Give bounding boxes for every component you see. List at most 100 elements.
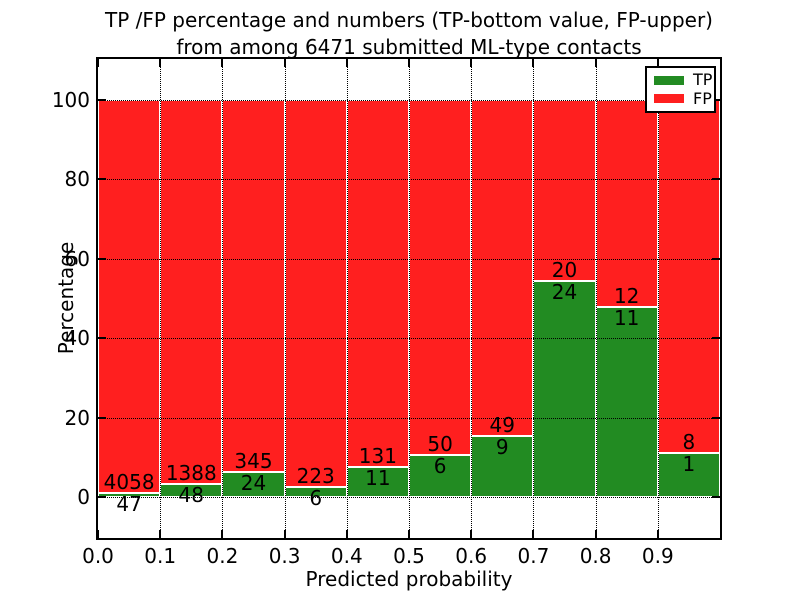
legend: TP FP	[645, 66, 716, 113]
tp-count-label: 1	[682, 452, 696, 477]
x-tick-label: 0.6	[455, 544, 488, 568]
x-tick-label: 0.2	[206, 544, 239, 568]
fp-bar-segment	[284, 99, 347, 488]
tp-bar-segment	[533, 280, 596, 498]
x-gridline	[409, 59, 410, 538]
legend-label-tp: TP	[693, 70, 713, 90]
x-tick-top	[408, 59, 410, 67]
x-gridline	[657, 59, 659, 538]
fp-bar-segment	[471, 99, 534, 436]
fp-count-label: 20	[551, 257, 578, 282]
fp-count-label: 12	[613, 284, 640, 309]
x-gridline	[346, 59, 348, 538]
y-tick-label: 40	[64, 326, 90, 351]
fp-count-label: 345	[234, 448, 273, 473]
tp-bar-segment	[657, 453, 720, 498]
y-tick-left	[98, 178, 106, 181]
x-tick-bottom	[532, 530, 535, 538]
x-tick-bottom	[594, 530, 597, 538]
x-tick-label: 0.9	[641, 544, 674, 568]
tp-count-label: 47	[116, 491, 142, 516]
tp-bar-segment	[98, 492, 161, 498]
y-tick-left	[98, 496, 106, 499]
y-tick-right	[712, 257, 720, 260]
fp-count-label: 4058	[103, 469, 155, 494]
tp-count-label: 6	[433, 453, 447, 478]
x-tick-label: 0.4	[330, 544, 363, 568]
tp-bar-segment	[409, 454, 472, 498]
y-tick-label: 100	[51, 87, 90, 112]
tp-count-label: 6	[309, 486, 323, 511]
y-tick-left	[98, 416, 106, 419]
legend-item-tp: TP	[654, 72, 712, 88]
chart-title-line1: TP /FP percentage and numbers (TP-bottom…	[105, 8, 713, 32]
x-tick-top	[283, 59, 286, 67]
y-tick-left	[98, 98, 106, 101]
y-tick-right	[712, 416, 720, 419]
x-axis-label: Predicted probability	[305, 567, 513, 591]
x-tick-bottom	[283, 530, 286, 538]
legend-label-fp: FP	[693, 88, 712, 108]
x-tick-label: 0.8	[579, 544, 612, 568]
x-tick-bottom	[97, 530, 99, 538]
plot-area: 4058 47 1388 48 345 24 223 6 131 11 50 6 49 9 20 24 12 11…	[96, 57, 722, 540]
x-gridline	[471, 59, 473, 538]
chart-title-line2: from among 6471 submitted ML-type contac…	[176, 35, 642, 59]
x-tick-top	[470, 59, 473, 67]
x-gridline	[595, 59, 597, 538]
tp-bar-segment	[471, 435, 534, 498]
tp-count-label: 9	[495, 434, 509, 459]
y-tick-right	[712, 98, 720, 101]
legend-item-fp: FP	[654, 90, 712, 107]
fp-bar-segment	[222, 99, 285, 472]
tp-count-label: 24	[240, 470, 267, 495]
x-tick-top	[221, 59, 224, 67]
tp-bar-segment	[222, 471, 285, 498]
x-gridline	[160, 59, 162, 538]
tp-count-label: 24	[551, 279, 578, 304]
x-tick-top	[656, 59, 659, 67]
fp-bar-segment	[657, 99, 720, 454]
x-tick-top	[345, 59, 348, 67]
y-tick-left	[98, 257, 106, 260]
y-tick-label: 80	[64, 167, 90, 192]
tp-swatch-icon	[654, 75, 684, 85]
chart-title: TP /FP percentage and numbers (TP-bottom…	[98, 7, 720, 61]
fp-bar-segment	[595, 99, 658, 308]
x-tick-label: 0.0	[82, 544, 114, 568]
x-gridline	[284, 59, 286, 538]
tp-count-label: 11	[613, 306, 640, 331]
fp-count-label: 223	[296, 464, 335, 489]
y-tick-right	[712, 178, 720, 181]
x-tick-label: 0.7	[517, 544, 550, 568]
tp-count-label: 48	[178, 483, 204, 508]
y-tick-right	[712, 496, 720, 499]
y-tick-label: 20	[64, 405, 90, 430]
x-tick-top	[97, 59, 99, 67]
x-tick-top	[532, 59, 535, 67]
tp-bar-segment	[346, 466, 409, 498]
y-axis-label: Percentage	[54, 241, 78, 355]
x-tick-bottom	[470, 530, 473, 538]
y-tick-label: 60	[64, 246, 90, 271]
tp-count-label: 11	[365, 465, 391, 490]
fp-bar-segment	[160, 99, 223, 485]
fp-bar-segment	[533, 99, 596, 281]
x-tick-label: 0.5	[393, 544, 425, 568]
fp-count-label: 8	[682, 430, 696, 455]
fp-bar-segment	[409, 99, 472, 455]
x-tick-top	[159, 59, 162, 67]
x-tick-bottom	[221, 530, 224, 538]
fp-count-label: 1388	[165, 461, 217, 486]
x-tick-bottom	[408, 530, 410, 538]
fp-count-label: 131	[358, 443, 397, 468]
fp-bar-segment	[346, 99, 409, 467]
fp-swatch-icon	[654, 94, 684, 104]
x-tick-bottom	[345, 530, 348, 538]
fp-count-label: 50	[427, 431, 453, 456]
fp-bar-segment	[98, 99, 161, 493]
x-gridline	[222, 59, 224, 538]
x-gridline	[533, 59, 535, 538]
tp-bar-segment	[595, 307, 658, 498]
